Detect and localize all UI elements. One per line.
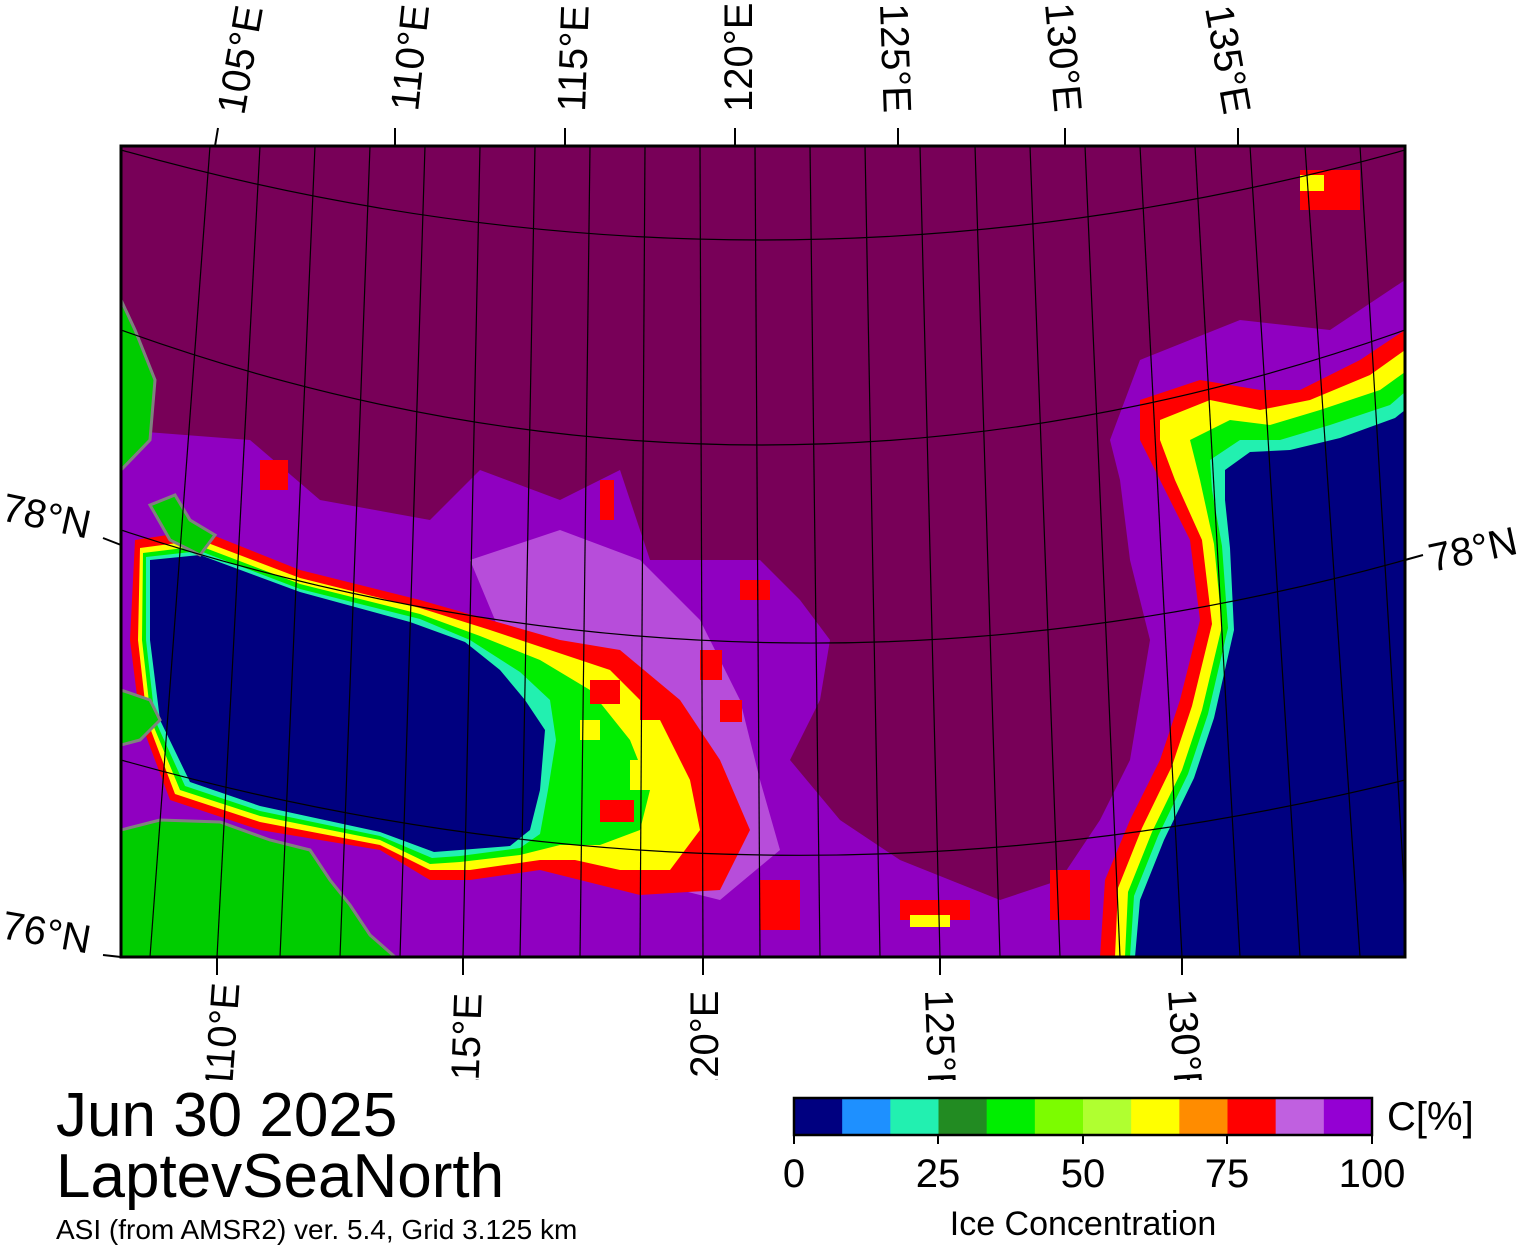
land-taymyr-peninsula [121, 818, 398, 957]
left-lat-label: 78°N [0, 486, 95, 548]
product-info: ASI (from AMSR2) ver. 5.4, Grid 3.125 km [56, 1214, 578, 1245]
bottom-lon-label: 130°E [1159, 988, 1211, 1080]
land-severnaya-zemlya [121, 299, 157, 473]
bottom-lon-label: 110°E [197, 981, 248, 1080]
latitude-gridlines [121, 149, 1405, 856]
land-taymyr-coast [121, 688, 162, 747]
colorbar-cell [1034, 1098, 1084, 1135]
sea-ice-map: 105°E 110°E 115°E 120°E 125°E 130°E 135°… [0, 1, 1522, 1080]
colorbar-unit: C[%] [1387, 1095, 1474, 1139]
longitude-gridlines [149, 146, 1405, 957]
colorbar-cell [1227, 1098, 1277, 1135]
colorbar-tick-label: 100 [1339, 1152, 1406, 1196]
map-frame [119, 144, 1407, 959]
colorbar-cell [890, 1098, 939, 1135]
axis-ticks [102, 127, 1424, 975]
top-lon-label: 135°E [1196, 2, 1258, 117]
right-lat-label: 78°N [1425, 519, 1522, 581]
colorbar-tick-label: 75 [1205, 1152, 1250, 1196]
top-lon-label: 105°E [210, 2, 272, 117]
bottom-lon-label: 115°E [443, 992, 491, 1080]
colorbar-cell [1179, 1098, 1228, 1135]
open-water-west [150, 555, 545, 852]
top-lon-label: 115°E [550, 4, 598, 112]
left-lat-label: 76°N [0, 904, 94, 963]
bottom-lon-label: 125°E [916, 989, 964, 1080]
open-water-east [1135, 410, 1405, 957]
map-date: Jun 30 2025 [56, 1081, 398, 1150]
colorbar-cell [1131, 1098, 1180, 1135]
colorbar-title: Ice Concentration [950, 1205, 1217, 1243]
colorbar-tick-label: 50 [1061, 1152, 1106, 1196]
bottom-lon-label: 120°E [683, 991, 727, 1080]
top-lon-label: 125°E [871, 3, 919, 114]
colorbar-cell [794, 1098, 843, 1135]
top-lon-label: 110°E [383, 2, 438, 112]
colorbar-cell [842, 1098, 891, 1135]
colorbar-tick-label: 0 [783, 1152, 805, 1196]
colorbar-cell [986, 1098, 1036, 1135]
colorbar-cell [1323, 1098, 1373, 1135]
colorbar-cell [1083, 1098, 1132, 1135]
colorbar-cell [938, 1098, 988, 1135]
top-lon-label: 130°E [1036, 1, 1089, 114]
colorbar-ticks [793, 1135, 1373, 1144]
colorbar: 0 25 50 75 100 C[%] Ice Concentration [783, 1095, 1474, 1243]
top-lon-label: 120°E [717, 3, 761, 112]
region-name: LaptevSeaNorth [56, 1142, 505, 1211]
colorbar-cells [794, 1098, 1373, 1135]
scattered-ice-floes [260, 170, 1360, 930]
scattered-yellow-floes [580, 175, 1324, 927]
colorbar-tick-label: 25 [916, 1152, 961, 1196]
colorbar-cell [1275, 1098, 1325, 1135]
